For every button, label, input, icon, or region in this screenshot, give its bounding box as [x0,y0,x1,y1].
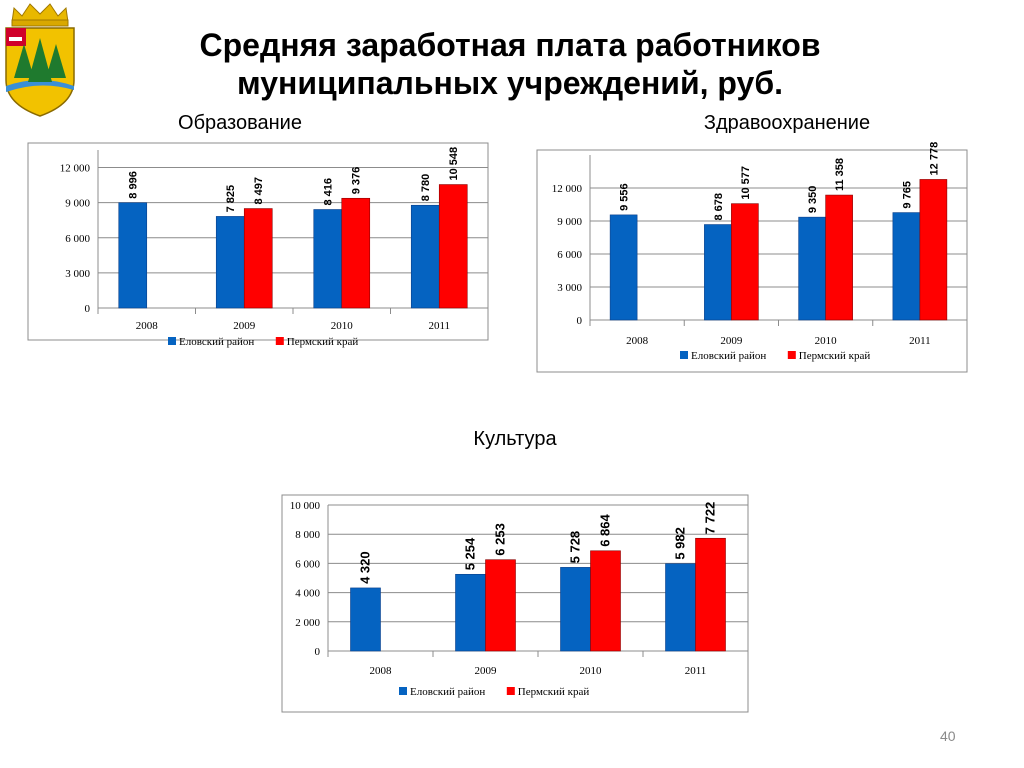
bar-perm [825,194,853,321]
x-category-label: 2009 [475,665,498,677]
y-tick-label: 9 000 [557,216,582,228]
legend-swatch [680,351,688,359]
x-category-label: 2008 [136,320,159,332]
data-label: 10 577 [740,166,752,200]
bar-perm [590,550,621,652]
bar-elovsky [892,212,921,321]
y-tick-label: 12 000 [552,183,583,195]
data-label: 7 722 [703,502,718,535]
data-label: 8 497 [253,177,265,205]
bar-perm [438,184,468,309]
legend-swatch [399,687,407,695]
y-tick-label: 6 000 [557,249,582,261]
crown-icon [11,3,69,27]
bar-elovsky [350,587,381,652]
y-tick-label: 0 [577,315,583,327]
y-tick-label: 0 [315,646,321,658]
data-label: 11 358 [834,158,846,191]
bar-elovsky [665,563,696,652]
bar-elovsky [118,202,148,309]
x-category-label: 2011 [685,665,707,677]
bar-elovsky [455,573,486,652]
x-category-label: 2008 [626,335,649,347]
x-category-label: 2010 [580,665,603,677]
y-tick-label: 6 000 [295,558,320,570]
x-category-label: 2011 [909,335,931,347]
legend-label: Еловский район [410,686,485,698]
y-tick-label: 9 000 [65,198,90,210]
x-category-label: 2009 [720,335,743,347]
y-tick-label: 12 000 [60,163,91,175]
bar-perm [731,203,759,321]
page-title: Средняя заработная плата работников муни… [199,27,821,101]
bar-elovsky [704,224,732,321]
chart-title-culture: Культура [473,428,557,450]
data-label: 5 254 [463,537,478,570]
legend-label: Пермский край [287,336,359,348]
x-category-label: 2009 [233,320,256,332]
bar-perm [341,197,371,309]
data-label: 9 765 [901,181,913,209]
bar-elovsky [410,204,440,309]
bar-perm [243,208,273,309]
x-category-label: 2008 [370,665,393,677]
legend-label: Еловский район [691,350,766,362]
y-tick-label: 6 000 [65,233,90,245]
legend-label: Еловский район [179,336,254,348]
data-label: 8 996 [128,171,140,199]
x-category-label: 2011 [428,320,450,332]
y-tick-label: 4 000 [295,588,320,600]
bar-perm [919,179,948,321]
y-tick-label: 0 [85,303,91,315]
bar-elovsky [560,567,591,652]
bar-elovsky [609,214,638,321]
coat-of-arms-logo [5,3,75,117]
bar-elovsky [798,216,826,321]
data-label: 9 556 [619,183,631,211]
fir-tree-icon [14,38,66,82]
data-label: 5 982 [673,527,688,560]
legend-swatch [168,337,176,345]
bar-perm [485,559,516,652]
y-tick-label: 10 000 [290,500,321,512]
chart-title-healthcare: Здравоохранение [703,112,871,134]
y-tick-label: 8 000 [295,529,320,541]
data-label: 4 320 [358,551,373,584]
legend-label: Пермский край [799,350,871,362]
legend-label: Пермский край [518,686,590,698]
bar-perm [695,537,726,652]
bar-elovsky [215,216,245,309]
bar-elovsky [313,209,343,309]
page-number: 40 [940,728,956,744]
legend-swatch [506,687,515,695]
data-label: 7 825 [225,185,237,213]
y-tick-label: 3 000 [557,282,582,294]
legend-swatch [787,351,796,359]
data-label: 8 780 [420,174,432,202]
data-label: 9 376 [351,167,363,195]
y-tick-label: 2 000 [295,617,320,629]
data-label: 5 728 [568,531,583,564]
data-label: 10 548 [448,147,460,181]
x-category-label: 2010 [331,320,354,332]
data-label: 6 253 [493,523,508,556]
data-label: 8 416 [323,178,335,206]
legend-swatch [275,337,284,345]
data-label: 8 678 [713,193,725,221]
data-label: 9 350 [807,186,819,214]
x-category-label: 2010 [815,335,838,347]
data-label: 6 864 [598,513,613,546]
y-tick-label: 3 000 [65,268,90,280]
chart-title-education: Образование [178,112,302,134]
data-label: 12 778 [928,142,940,176]
